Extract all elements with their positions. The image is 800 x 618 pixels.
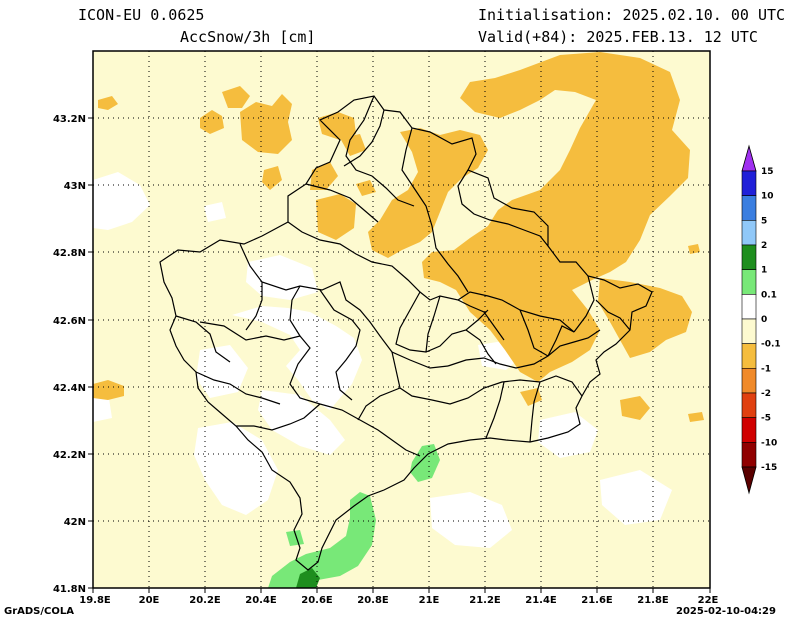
colorbar-cell — [741, 220, 757, 246]
lon-label: 21E — [419, 595, 440, 606]
footer-right: 2025-02-10-04:29 — [676, 606, 776, 617]
lon-label: 21.4E — [525, 595, 557, 606]
lat-label: 41.8N — [53, 584, 86, 595]
colorbar-label: -15 — [761, 463, 777, 473]
lon-label: 21.2E — [469, 595, 501, 606]
colorbar-cell — [741, 244, 757, 270]
colorbar: 15 10 5 2 1 0.1 0 -0.1 -1 -2 -5 -10 -15 — [741, 144, 781, 495]
snow-field — [93, 51, 710, 588]
lon-label: 22E — [698, 595, 719, 606]
colorbar-label: 0.1 — [761, 290, 777, 300]
model-name: ICON-EU 0.0625 — [78, 6, 205, 24]
colorbar-bottom-arrow — [741, 466, 757, 495]
lat-label: 42.4N — [53, 383, 86, 394]
colorbar-cell — [741, 318, 757, 344]
valid-time: Valid(+84): 2025.FEB.13. 12 UTC — [478, 28, 758, 46]
border-lines — [159, 95, 653, 571]
colorbar-label: 5 — [761, 216, 767, 226]
init-time: Initialisation: 2025.02.10. 00 UTC — [478, 6, 786, 24]
colorbar-label: 15 — [761, 167, 774, 177]
lat-label: 42.2N — [53, 450, 86, 461]
lon-label: 20.8E — [357, 595, 389, 606]
lat-label: 42.6N — [53, 316, 86, 327]
lat-label: 42N — [64, 517, 86, 528]
colorbar-cell — [741, 417, 757, 443]
lat-label: 43N — [64, 181, 86, 192]
lat-label: 42.8N — [53, 248, 86, 259]
lon-label: 20.6E — [301, 595, 333, 606]
light-snow-areas — [93, 52, 704, 422]
colorbar-label: -1 — [761, 364, 771, 374]
colorbar-label: -10 — [761, 438, 777, 448]
lon-label: 21.8E — [637, 595, 669, 606]
lon-label: 20E — [139, 595, 160, 606]
colorbar-cell — [741, 343, 757, 369]
colorbar-cell — [741, 442, 757, 468]
colorbar-cell — [741, 368, 757, 394]
tick-marks — [88, 117, 711, 593]
colorbar-cell — [741, 269, 757, 295]
colorbar-cell — [741, 392, 757, 418]
colorbar-label: 10 — [761, 192, 774, 202]
footer-left: GrADS/COLA — [4, 606, 74, 617]
colorbar-label: -0.1 — [761, 340, 781, 350]
colorbar-label: 2 — [761, 241, 767, 251]
snow-accumulation-areas — [268, 444, 440, 588]
lon-label: 19.8E — [79, 595, 111, 606]
lon-label: 21.6E — [581, 595, 613, 606]
colorbar-cell — [741, 294, 757, 320]
colorbar-label: 1 — [761, 266, 767, 276]
colorbar-label: -2 — [761, 389, 771, 399]
colorbar-label: 0 — [761, 315, 767, 325]
colorbar-cell — [741, 170, 757, 196]
colorbar-cell — [741, 195, 757, 221]
lat-label: 43.2N — [53, 114, 86, 125]
dark-green-area — [296, 568, 320, 588]
lon-label: 20.4E — [245, 595, 277, 606]
lon-label: 20.2E — [189, 595, 221, 606]
colorbar-label: -5 — [761, 414, 771, 424]
field-name: AccSnow/3h [cm] — [180, 28, 316, 46]
colorbar-top-arrow — [741, 144, 757, 172]
